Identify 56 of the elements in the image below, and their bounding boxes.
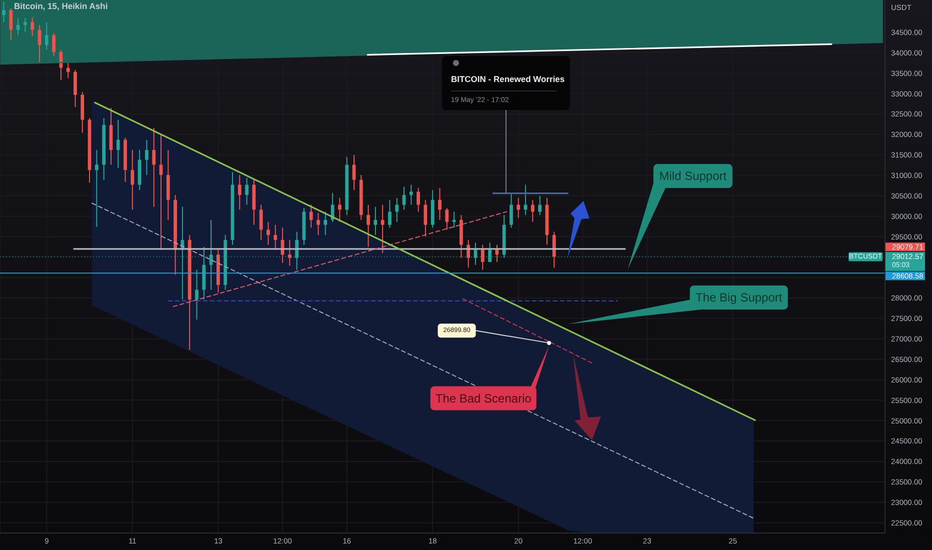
candlestick [24, 17, 27, 32]
candlestick [30, 16, 34, 36]
candlestick [152, 127, 156, 208]
candlestick [538, 195, 542, 216]
candlestick [316, 212, 320, 236]
candlestick [474, 242, 478, 266]
candlestick [2, 2, 6, 23]
candlestick [480, 244, 484, 270]
candlestick [195, 269, 198, 320]
candlestick [16, 17, 20, 36]
candlestick [238, 174, 242, 210]
candlestick [288, 239, 292, 266]
annotation: Mild Support [659, 169, 728, 184]
candlestick [66, 62, 70, 79]
annotation: The Big Support [696, 290, 783, 305]
candlestick [145, 139, 148, 176]
candlestick [330, 192, 334, 222]
candlestick [74, 69, 77, 108]
candlestick [445, 208, 449, 230]
candlestick [266, 221, 270, 246]
candlestick [52, 32, 56, 56]
candlestick [209, 219, 213, 290]
candlestick [338, 197, 342, 222]
candlestick [409, 184, 413, 206]
candlestick [130, 150, 134, 210]
candlestick [259, 204, 263, 240]
candlestick [416, 188, 420, 212]
candlestick [402, 186, 406, 210]
candlestick [395, 197, 399, 222]
candlestick [466, 239, 470, 268]
candlestick [352, 154, 356, 191]
candlestick [295, 231, 299, 270]
candlestick [245, 177, 248, 206]
candlestick [530, 199, 534, 222]
candlestick [552, 231, 556, 268]
candlestick [116, 119, 120, 168]
annotation: The Bad Scenario [435, 391, 532, 406]
candlestick [159, 134, 163, 250]
candlestick [366, 204, 370, 248]
candlestick [380, 204, 384, 254]
candlestick [516, 197, 520, 218]
candlestick [274, 224, 278, 250]
annotation: BITCOIN - Renewed Worries [450, 74, 565, 84]
candlestick [510, 192, 513, 228]
candlestick [324, 211, 328, 236]
chart-title: Bitcoin, 15, Heikin Ashi [14, 1, 108, 11]
candlestick [452, 211, 456, 228]
candlestick [44, 22, 48, 50]
candlestick [438, 188, 442, 220]
candlestick [488, 242, 492, 263]
candlestick [94, 150, 98, 228]
candlestick [388, 199, 392, 228]
candlestick [9, 8, 13, 41]
candlestick [495, 244, 499, 263]
candlestick [309, 204, 313, 228]
candlestick [374, 206, 378, 236]
